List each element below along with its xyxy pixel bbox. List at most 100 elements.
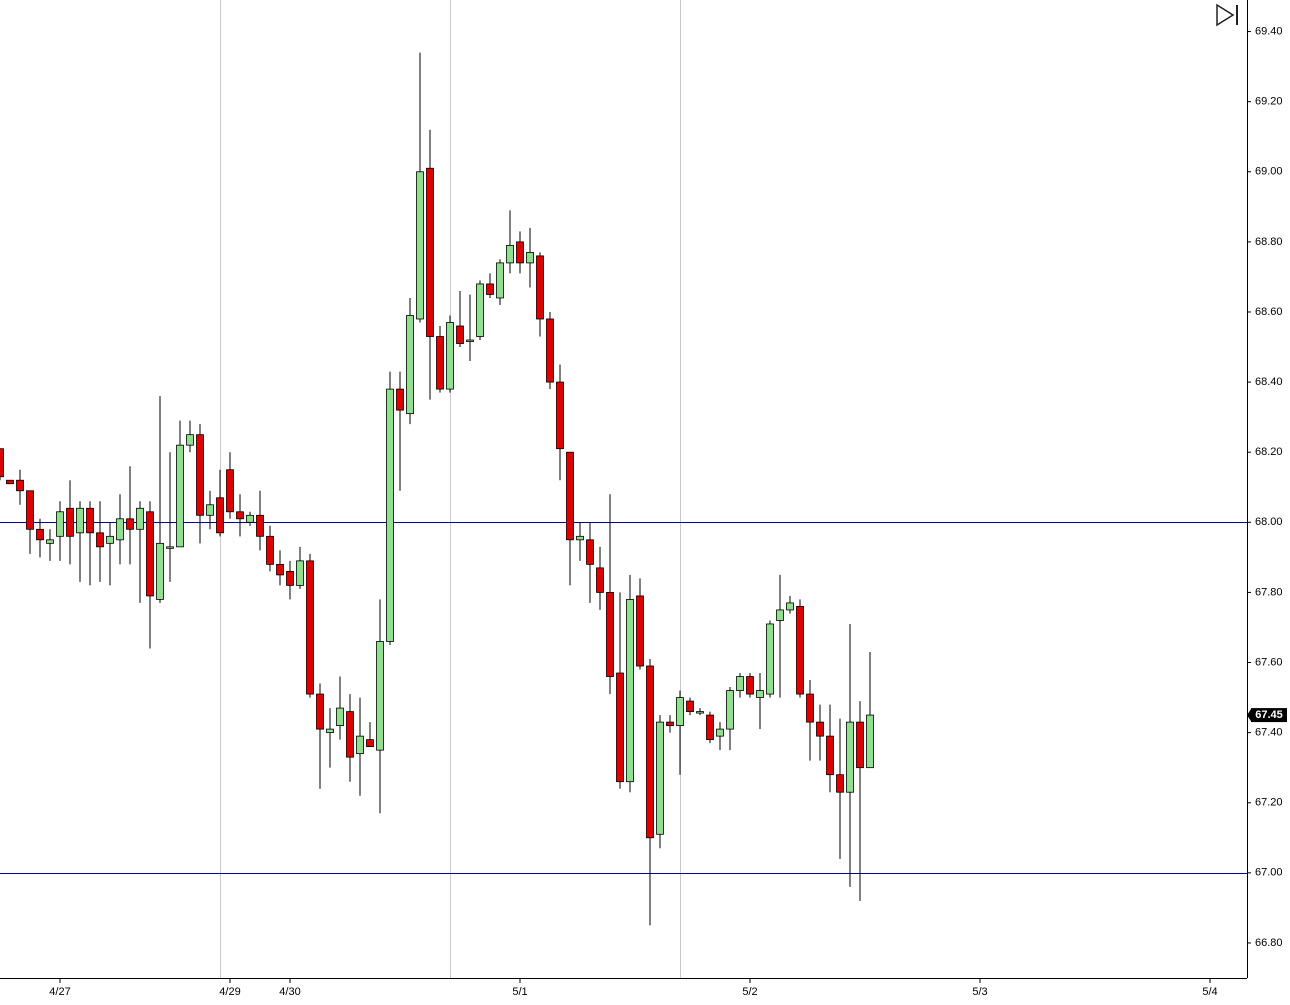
down-candle-body bbox=[266, 535, 274, 565]
down-candle-body bbox=[606, 592, 614, 677]
up-candle-body bbox=[696, 711, 704, 714]
up-candle-body bbox=[656, 721, 664, 835]
down-candle-body bbox=[306, 560, 314, 695]
down-candle-body bbox=[586, 539, 594, 565]
up-candle-body bbox=[326, 728, 334, 734]
last-price-pointer bbox=[1247, 709, 1251, 722]
up-candle-body bbox=[576, 535, 584, 541]
down-candle-body bbox=[396, 388, 404, 411]
down-candle-body bbox=[256, 514, 264, 537]
up-candle-body bbox=[116, 518, 124, 541]
down-candle-body bbox=[316, 693, 324, 730]
up-candle-body bbox=[296, 560, 304, 586]
down-candle-body bbox=[636, 595, 644, 667]
up-candle-body bbox=[676, 697, 684, 727]
up-candle-body bbox=[766, 623, 774, 695]
y-tick-label: 68.40 bbox=[1255, 376, 1283, 388]
down-candle-body bbox=[546, 318, 554, 383]
up-candle-body bbox=[166, 546, 174, 549]
down-candle-body bbox=[556, 381, 564, 450]
up-candle-body bbox=[786, 602, 794, 611]
x-tick-label: 5/3 bbox=[972, 986, 987, 998]
down-candle-body bbox=[26, 490, 34, 530]
y-tick-label: 67.20 bbox=[1255, 797, 1283, 809]
down-candle-body bbox=[36, 528, 44, 541]
down-candle-body bbox=[86, 507, 94, 534]
up-candle-body bbox=[76, 507, 84, 534]
down-candle-body bbox=[346, 711, 354, 758]
down-candle-body bbox=[426, 167, 434, 337]
down-candle-body bbox=[836, 774, 844, 793]
up-candle-body bbox=[496, 262, 504, 299]
up-candle-body bbox=[526, 251, 534, 264]
up-candle-body bbox=[726, 690, 734, 730]
down-candle-body bbox=[806, 693, 814, 723]
down-candle-body bbox=[196, 434, 204, 516]
up-candle-body bbox=[756, 690, 764, 698]
x-tick-label: 5/4 bbox=[1202, 986, 1217, 998]
up-candle-body bbox=[246, 514, 254, 523]
x-tick-label: 5/2 bbox=[742, 986, 757, 998]
up-candle-body bbox=[356, 735, 364, 755]
scroll-end-icon[interactable] bbox=[1216, 3, 1238, 27]
y-tick-label: 67.80 bbox=[1255, 586, 1283, 598]
down-candle-body bbox=[826, 735, 834, 776]
down-candle-body bbox=[16, 479, 24, 492]
up-candle-body bbox=[156, 542, 164, 600]
up-candle-body bbox=[506, 244, 514, 264]
down-candle-body bbox=[66, 507, 74, 537]
x-tick-label: 4/27 bbox=[49, 986, 70, 998]
y-tick-label: 69.20 bbox=[1255, 96, 1283, 108]
up-candle-body bbox=[866, 714, 874, 769]
up-candle-body bbox=[626, 599, 634, 783]
up-candle-body bbox=[106, 535, 114, 544]
up-candle-body bbox=[336, 707, 344, 727]
down-candle-body bbox=[796, 606, 804, 695]
up-candle-body bbox=[46, 539, 54, 544]
y-tick-label: 68.60 bbox=[1255, 306, 1283, 318]
up-candle-body bbox=[206, 504, 214, 516]
down-candle-body bbox=[456, 325, 464, 344]
down-candle-body bbox=[96, 532, 104, 548]
up-candle-body bbox=[476, 283, 484, 337]
y-tick-label: 68.80 bbox=[1255, 236, 1283, 248]
down-candle-body bbox=[746, 676, 754, 695]
down-candle-body bbox=[646, 665, 654, 839]
down-candle-body bbox=[486, 283, 494, 295]
up-candle-body bbox=[446, 322, 454, 390]
down-candle-body bbox=[616, 672, 624, 783]
down-candle-body bbox=[596, 567, 604, 593]
y-tick-label: 69.00 bbox=[1255, 166, 1283, 178]
up-candle-body bbox=[386, 388, 394, 642]
up-candle-body bbox=[716, 728, 724, 737]
down-candle-body bbox=[856, 721, 864, 769]
up-candle-body bbox=[176, 444, 184, 548]
down-candle-body bbox=[706, 714, 714, 741]
y-tick-label: 68.00 bbox=[1255, 516, 1283, 528]
up-candle-body bbox=[846, 721, 854, 793]
down-candle-body bbox=[126, 518, 134, 530]
down-candle-body bbox=[816, 721, 824, 737]
down-candle-body bbox=[226, 469, 234, 513]
down-candle-body bbox=[216, 497, 224, 534]
up-candle-body bbox=[776, 609, 784, 621]
down-candle-body bbox=[236, 511, 244, 520]
y-tick-label: 66.80 bbox=[1255, 937, 1283, 949]
down-candle-body bbox=[286, 570, 294, 586]
down-candle-body bbox=[276, 563, 284, 576]
down-candle-body bbox=[686, 700, 694, 712]
y-tick-label: 67.00 bbox=[1255, 867, 1283, 879]
y-tick-label: 68.20 bbox=[1255, 446, 1283, 458]
down-candle-body bbox=[6, 479, 14, 485]
down-candle-body bbox=[666, 721, 674, 727]
up-candle-body bbox=[736, 676, 744, 691]
down-candle-body bbox=[436, 336, 444, 390]
up-candle-body bbox=[406, 315, 414, 415]
y-tick-label: 67.60 bbox=[1255, 656, 1283, 668]
up-candle-body bbox=[376, 641, 384, 751]
down-candle-body bbox=[516, 241, 524, 264]
up-candle-body bbox=[466, 339, 474, 342]
down-candle-body bbox=[0, 448, 4, 478]
